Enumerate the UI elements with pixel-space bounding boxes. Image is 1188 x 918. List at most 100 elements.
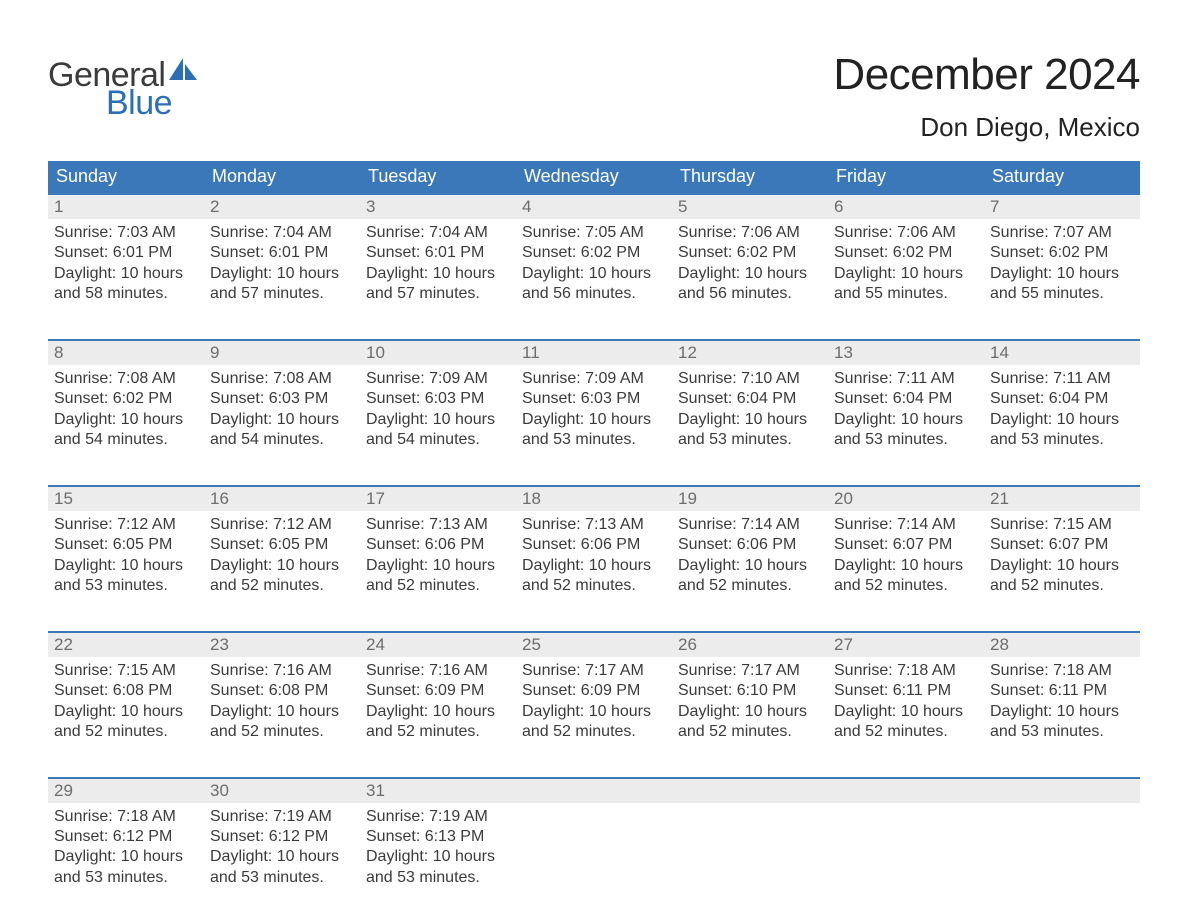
daylight-line-1: Daylight: 10 hours: [678, 410, 822, 430]
sunset-line: Sunset: 6:07 PM: [834, 535, 978, 555]
daylight-line-1: Daylight: 10 hours: [366, 702, 510, 722]
day-cell: [672, 779, 828, 895]
daylight-line-1: Daylight: 10 hours: [54, 556, 198, 576]
day-number: 31: [360, 779, 516, 803]
sunset-line: Sunset: 6:11 PM: [834, 681, 978, 701]
calendar-grid: SundayMondayTuesdayWednesdayThursdayFrid…: [48, 161, 1140, 894]
daylight-line-2: and 54 minutes.: [54, 430, 198, 450]
day-body: Sunrise: 7:13 AMSunset: 6:06 PMDaylight:…: [360, 511, 516, 597]
day-cell: 12Sunrise: 7:10 AMSunset: 6:04 PMDayligh…: [672, 341, 828, 457]
month-title: December 2024: [833, 50, 1140, 100]
daylight-line-1: Daylight: 10 hours: [990, 264, 1134, 284]
day-number: 13: [828, 341, 984, 365]
sunset-line: Sunset: 6:08 PM: [54, 681, 198, 701]
daylight-line-1: Daylight: 10 hours: [54, 847, 198, 867]
sunrise-line: Sunrise: 7:03 AM: [54, 223, 198, 243]
daylight-line-1: Daylight: 10 hours: [210, 556, 354, 576]
daylight-line-1: Daylight: 10 hours: [522, 702, 666, 722]
day-cell: [984, 779, 1140, 895]
day-number: 10: [360, 341, 516, 365]
daylight-line-1: Daylight: 10 hours: [54, 410, 198, 430]
daylight-line-2: and 55 minutes.: [990, 284, 1134, 304]
day-cell: 11Sunrise: 7:09 AMSunset: 6:03 PMDayligh…: [516, 341, 672, 457]
day-body: Sunrise: 7:18 AMSunset: 6:11 PMDaylight:…: [828, 657, 984, 743]
daylight-line-1: Daylight: 10 hours: [54, 264, 198, 284]
week-row: 8Sunrise: 7:08 AMSunset: 6:02 PMDaylight…: [48, 339, 1140, 457]
day-number: [516, 779, 672, 803]
daylight-line-2: and 53 minutes.: [990, 722, 1134, 742]
day-cell: 18Sunrise: 7:13 AMSunset: 6:06 PMDayligh…: [516, 487, 672, 603]
day-number: 11: [516, 341, 672, 365]
day-number: 27: [828, 633, 984, 657]
day-number: 24: [360, 633, 516, 657]
day-body: Sunrise: 7:09 AMSunset: 6:03 PMDaylight:…: [516, 365, 672, 451]
sunrise-line: Sunrise: 7:11 AM: [990, 369, 1134, 389]
day-body: Sunrise: 7:06 AMSunset: 6:02 PMDaylight:…: [672, 219, 828, 305]
daylight-line-1: Daylight: 10 hours: [210, 264, 354, 284]
day-number: 1: [48, 195, 204, 219]
weekday-header: Wednesday: [516, 161, 672, 193]
daylight-line-2: and 52 minutes.: [210, 576, 354, 596]
sunrise-line: Sunrise: 7:17 AM: [678, 661, 822, 681]
day-body: Sunrise: 7:07 AMSunset: 6:02 PMDaylight:…: [984, 219, 1140, 305]
sunrise-line: Sunrise: 7:04 AM: [366, 223, 510, 243]
daylight-line-1: Daylight: 10 hours: [834, 556, 978, 576]
sunrise-line: Sunrise: 7:14 AM: [678, 515, 822, 535]
day-body: Sunrise: 7:13 AMSunset: 6:06 PMDaylight:…: [516, 511, 672, 597]
sunset-line: Sunset: 6:08 PM: [210, 681, 354, 701]
daylight-line-1: Daylight: 10 hours: [366, 556, 510, 576]
day-body: Sunrise: 7:04 AMSunset: 6:01 PMDaylight:…: [360, 219, 516, 305]
day-cell: 19Sunrise: 7:14 AMSunset: 6:06 PMDayligh…: [672, 487, 828, 603]
day-cell: 26Sunrise: 7:17 AMSunset: 6:10 PMDayligh…: [672, 633, 828, 749]
sunrise-line: Sunrise: 7:16 AM: [366, 661, 510, 681]
day-number: 2: [204, 195, 360, 219]
day-number: 29: [48, 779, 204, 803]
day-number: 8: [48, 341, 204, 365]
sunset-line: Sunset: 6:12 PM: [54, 827, 198, 847]
day-body: Sunrise: 7:14 AMSunset: 6:06 PMDaylight:…: [672, 511, 828, 597]
daylight-line-2: and 56 minutes.: [522, 284, 666, 304]
sunrise-line: Sunrise: 7:06 AM: [834, 223, 978, 243]
sunrise-line: Sunrise: 7:07 AM: [990, 223, 1134, 243]
day-cell: [828, 779, 984, 895]
sunset-line: Sunset: 6:05 PM: [210, 535, 354, 555]
day-number: 30: [204, 779, 360, 803]
daylight-line-1: Daylight: 10 hours: [834, 264, 978, 284]
sunset-line: Sunset: 6:12 PM: [210, 827, 354, 847]
daylight-line-2: and 53 minutes.: [366, 868, 510, 888]
sunset-line: Sunset: 6:03 PM: [366, 389, 510, 409]
day-number: 26: [672, 633, 828, 657]
weekday-header: Tuesday: [360, 161, 516, 193]
sunrise-line: Sunrise: 7:15 AM: [990, 515, 1134, 535]
sunset-line: Sunset: 6:02 PM: [678, 243, 822, 263]
logo-text-bottom: Blue: [106, 86, 199, 120]
day-number: 14: [984, 341, 1140, 365]
sunset-line: Sunset: 6:01 PM: [54, 243, 198, 263]
day-number: 16: [204, 487, 360, 511]
daylight-line-2: and 52 minutes.: [522, 722, 666, 742]
sail-icon: [169, 58, 199, 86]
daylight-line-2: and 53 minutes.: [834, 430, 978, 450]
sunrise-line: Sunrise: 7:11 AM: [834, 369, 978, 389]
sunset-line: Sunset: 6:06 PM: [366, 535, 510, 555]
daylight-line-1: Daylight: 10 hours: [366, 264, 510, 284]
sunrise-line: Sunrise: 7:19 AM: [366, 807, 510, 827]
daylight-line-2: and 52 minutes.: [210, 722, 354, 742]
daylight-line-2: and 56 minutes.: [678, 284, 822, 304]
day-body: Sunrise: 7:19 AMSunset: 6:12 PMDaylight:…: [204, 803, 360, 889]
daylight-line-2: and 57 minutes.: [210, 284, 354, 304]
day-body: Sunrise: 7:12 AMSunset: 6:05 PMDaylight:…: [48, 511, 204, 597]
day-body: Sunrise: 7:12 AMSunset: 6:05 PMDaylight:…: [204, 511, 360, 597]
daylight-line-2: and 52 minutes.: [522, 576, 666, 596]
sunrise-line: Sunrise: 7:12 AM: [210, 515, 354, 535]
day-cell: 13Sunrise: 7:11 AMSunset: 6:04 PMDayligh…: [828, 341, 984, 457]
weekday-header: Saturday: [984, 161, 1140, 193]
day-number: 28: [984, 633, 1140, 657]
sunrise-line: Sunrise: 7:18 AM: [834, 661, 978, 681]
daylight-line-1: Daylight: 10 hours: [522, 264, 666, 284]
sunrise-line: Sunrise: 7:06 AM: [678, 223, 822, 243]
day-cell: 6Sunrise: 7:06 AMSunset: 6:02 PMDaylight…: [828, 195, 984, 311]
daylight-line-2: and 52 minutes.: [834, 576, 978, 596]
daylight-line-1: Daylight: 10 hours: [522, 556, 666, 576]
daylight-line-1: Daylight: 10 hours: [54, 702, 198, 722]
